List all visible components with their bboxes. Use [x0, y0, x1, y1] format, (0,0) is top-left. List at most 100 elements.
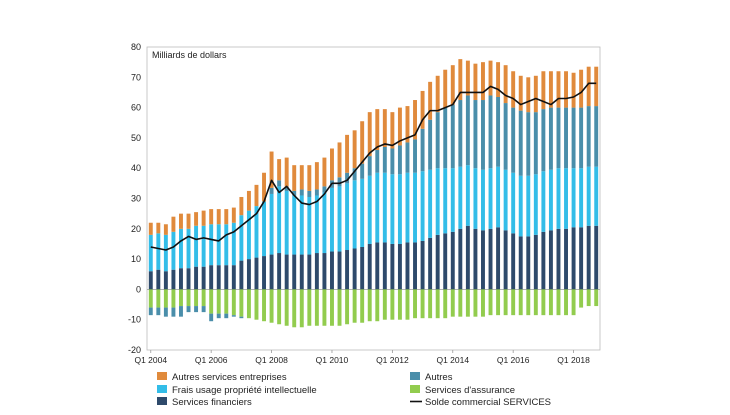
bar-services-financiers-24	[330, 251, 334, 290]
bar-frais-usage-propri-t-intellectuelle-8	[209, 224, 214, 266]
bar-frais-usage-propri-t-intellectuelle-21	[307, 196, 312, 255]
bar-autres-services-entreprises-17	[277, 159, 282, 181]
bar-autres-44	[481, 100, 485, 170]
bar-services-d-assurance-8	[209, 289, 214, 314]
bar-autres-services-entreprises-43	[473, 63, 478, 101]
bar-services-d-assurance-18	[284, 289, 289, 326]
bar-services-financiers-22	[314, 253, 319, 290]
bar-frais-usage-propri-t-intellectuelle-36	[420, 171, 425, 241]
bar-frais-usage-propri-t-intellectuelle-59	[594, 166, 599, 226]
bar-autres-39	[443, 107, 448, 169]
bar-services-financiers-28	[360, 246, 365, 290]
bar-services-d-assurance-44	[481, 289, 485, 317]
bar-services-financiers-55	[564, 228, 568, 290]
bar-services-d-assurance-30	[375, 289, 380, 322]
bar-frais-usage-propri-t-intellectuelle-32	[390, 174, 395, 244]
bar-autres-services-entreprises-7	[201, 210, 206, 226]
bar-frais-usage-propri-t-intellectuelle-35	[413, 172, 417, 243]
bar-services-d-assurance-24	[330, 289, 334, 326]
bar-frais-usage-propri-t-intellectuelle-37	[428, 169, 433, 238]
bar-frais-usage-propri-t-intellectuelle-25	[337, 186, 342, 252]
bar-services-financiers-23	[322, 253, 327, 290]
bar-frais-usage-propri-t-intellectuelle-45	[488, 168, 493, 229]
bar-services-financiers-46	[496, 227, 501, 290]
bar-services-financiers-53	[548, 230, 553, 290]
bar-services-d-assurance-41	[458, 289, 463, 317]
bar-autres-56	[571, 107, 576, 169]
bar-services-d-assurance-39	[443, 289, 448, 319]
bar-frais-usage-propri-t-intellectuelle-30	[375, 172, 380, 243]
bar-services-financiers-32	[390, 243, 395, 290]
bar-services-financiers-50	[526, 236, 531, 290]
bar-autres-33	[397, 145, 402, 175]
bar-autres-34	[405, 142, 410, 173]
bar-frais-usage-propri-t-intellectuelle-51	[533, 174, 538, 235]
bar-services-d-assurance-45	[488, 289, 493, 316]
bar-autres-services-entreprises-45	[488, 60, 493, 96]
bar-autres-20	[299, 189, 304, 196]
bar-autres-services-entreprises-16	[269, 151, 274, 188]
bar-frais-usage-propri-t-intellectuelle-16	[269, 193, 274, 255]
bar-autres-n-gatif--7	[201, 306, 206, 313]
bar-services-d-assurance-9	[216, 289, 221, 314]
bar-autres-n-gatif--12	[239, 316, 244, 319]
bar-services-d-assurance-46	[496, 289, 501, 316]
bar-frais-usage-propri-t-intellectuelle-43	[473, 168, 478, 229]
bar-autres-services-entreprises-29	[367, 112, 372, 157]
bar-services-financiers-30	[375, 242, 380, 290]
bar-autres-57	[579, 107, 584, 169]
bar-services-d-assurance-34	[405, 289, 410, 320]
bar-services-d-assurance-23	[322, 289, 327, 326]
legend-label: Autres services entreprises	[172, 372, 287, 383]
bar-autres-services-entreprises-36	[420, 90, 425, 129]
bar-autres-n-gatif--2	[163, 307, 168, 317]
bar-services-d-assurance-2	[163, 289, 168, 308]
bar-autres-59	[594, 106, 599, 167]
bar-frais-usage-propri-t-intellectuelle-47	[503, 169, 508, 231]
x-tick-label: Q1 2010	[316, 355, 349, 365]
bar-services-d-assurance-53	[548, 289, 553, 316]
x-tick-label: Q1 2006	[195, 355, 228, 365]
bar-autres-services-entreprises-55	[564, 71, 568, 108]
bar-autres-16	[269, 187, 274, 194]
bar-services-d-assurance-47	[503, 289, 508, 316]
bar-services-d-assurance-15	[262, 289, 266, 322]
bar-services-financiers-2	[163, 271, 168, 290]
bar-frais-usage-propri-t-intellectuelle-1	[156, 233, 161, 270]
bar-services-financiers-49	[518, 236, 523, 290]
bar-autres-n-gatif--6	[194, 306, 199, 313]
bar-services-d-assurance-28	[360, 289, 365, 323]
y-tick-label: 60	[131, 103, 141, 113]
bar-frais-usage-propri-t-intellectuelle-22	[314, 195, 319, 254]
bar-services-financiers-18	[284, 254, 289, 290]
bar-autres-49	[518, 110, 523, 176]
bar-services-d-assurance-49	[518, 289, 523, 316]
bar-autres-services-entreprises-32	[390, 112, 395, 149]
bar-autres-38	[435, 112, 440, 169]
bar-frais-usage-propri-t-intellectuelle-11	[231, 222, 236, 266]
bar-frais-usage-propri-t-intellectuelle-19	[292, 195, 297, 255]
bar-services-financiers-44	[481, 230, 485, 290]
bar-services-d-assurance-38	[435, 289, 440, 319]
bar-services-financiers-58	[586, 225, 591, 290]
bar-services-financiers-20	[299, 254, 304, 290]
bar-services-financiers-31	[382, 242, 387, 290]
bar-autres-services-entreprises-15	[262, 172, 266, 202]
bar-services-financiers-8	[209, 265, 214, 290]
bar-autres-services-entreprises-10	[224, 209, 229, 225]
legend-label: Services d'assurance	[425, 385, 515, 396]
bar-services-financiers-52	[541, 231, 546, 290]
bar-autres-19	[292, 190, 297, 196]
bar-autres-services-entreprises-51	[533, 75, 538, 113]
bar-services-d-assurance-5	[186, 289, 191, 307]
bar-services-financiers-40	[450, 231, 455, 290]
bar-services-financiers-38	[435, 234, 440, 290]
legend-swatch	[157, 397, 167, 405]
bar-services-financiers-4	[179, 268, 183, 290]
bar-autres-22	[314, 189, 319, 196]
legend-swatch	[157, 372, 167, 380]
bar-frais-usage-propri-t-intellectuelle-56	[571, 168, 576, 228]
bar-frais-usage-propri-t-intellectuelle-49	[518, 175, 523, 237]
bar-autres-53	[548, 107, 553, 170]
bar-services-financiers-9	[216, 265, 221, 290]
